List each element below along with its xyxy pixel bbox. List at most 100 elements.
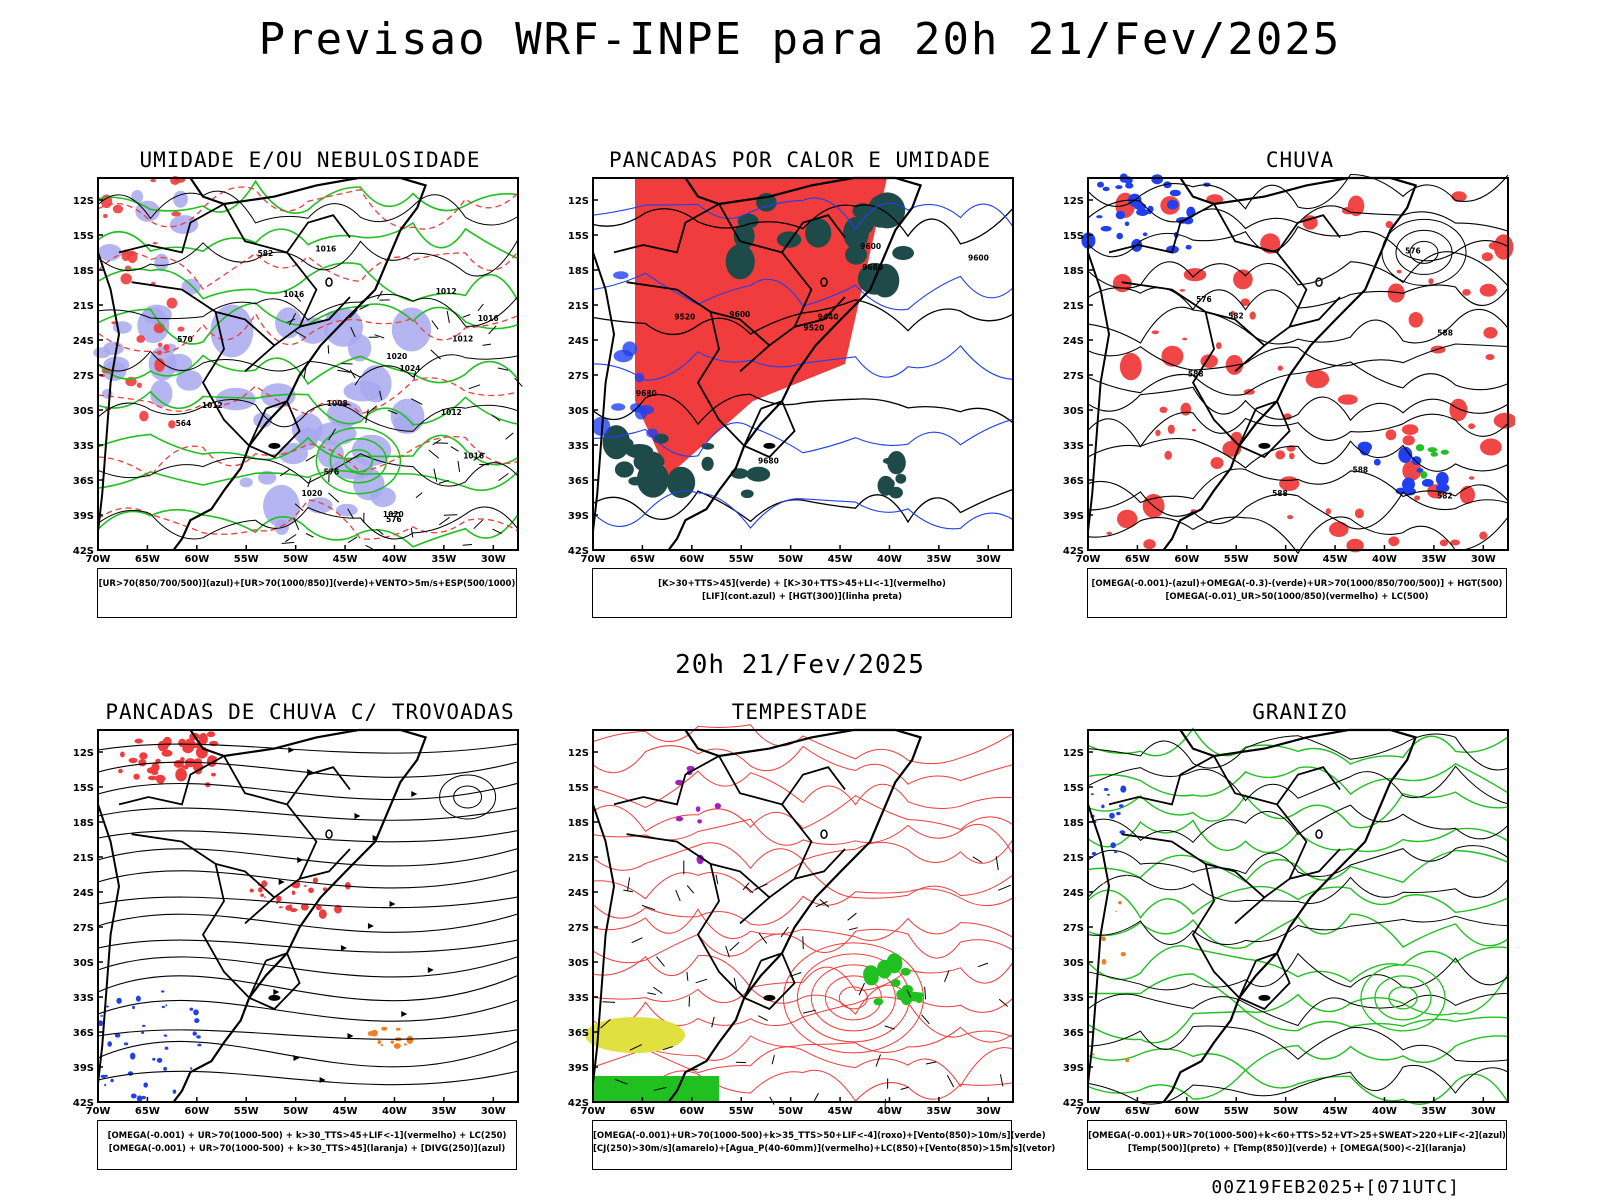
stable-moist-area: [733, 222, 755, 250]
wind-vector: [848, 927, 858, 931]
omega500-area: [1118, 901, 1122, 905]
stable-moist-area: [895, 473, 907, 484]
thunder-area: [304, 884, 307, 887]
lon-label: 65W: [630, 554, 655, 565]
divergence-area: [156, 1057, 163, 1063]
legend-trovoadas: [OMEGA(-0.001) + UR>70(1000-500) + k>30_…: [97, 1120, 517, 1170]
omega-area: [1151, 174, 1164, 185]
contour-label: 582: [1437, 491, 1453, 500]
stream-arrow: [411, 791, 418, 797]
legend-line: [OMEGA(-0.001)+UR>70(1000-500)+k>35_TTS>…: [593, 1131, 1046, 1141]
hail-area: [1091, 851, 1097, 856]
lon-label: 50W: [778, 554, 803, 565]
humidity-700-area: [97, 244, 122, 261]
coastline: [1162, 728, 1418, 1103]
stable-moist-area: [892, 246, 914, 260]
lat-label: 30S: [1063, 406, 1084, 417]
pw-contour: [592, 984, 1014, 1015]
wind-vector: [733, 977, 738, 989]
legend-granizo: [OMEGA(-0.001)+UR>70(1000-500)+k<60+TTS>…: [1087, 1120, 1507, 1170]
humidity-700-area: [154, 253, 169, 271]
stable-moist-area: [845, 244, 868, 265]
humidity-700-area: [239, 477, 253, 488]
rain-area: [1233, 269, 1253, 290]
lif-area: [611, 403, 626, 411]
omega500-area: [1115, 910, 1118, 912]
legend-line: [OMEGA(-0.01)_UR>50(1000/850)(vermelho) …: [1165, 592, 1429, 602]
divergence-area: [136, 1095, 143, 1102]
lat-label: 24S: [1063, 888, 1084, 899]
wind-vector: [365, 409, 369, 424]
reservoir-shape: [1315, 277, 1323, 287]
divergence-area: [163, 1034, 167, 1036]
humidity-700-area: [150, 380, 173, 408]
omega-area: [1102, 186, 1110, 192]
lon-label: 55W: [729, 554, 754, 565]
map-umidade: 1016 1012 1012 1012 1016 1020 1016 1012 1008 1020…: [73, 176, 523, 565]
thunder-area: [133, 773, 140, 780]
pw-contour: [592, 794, 1014, 832]
divergence-area: [123, 1042, 129, 1046]
lon-label: 55W: [1224, 1106, 1249, 1117]
lat-label: 33S: [73, 441, 94, 452]
legend-pancadas-calor: [K>30+TTS>45](verde) + [K>30+TTS>45+LI<-…: [592, 568, 1012, 618]
contour-label: 9680: [862, 263, 883, 272]
thunder-area: [162, 736, 172, 747]
humidity-700-area: [176, 370, 203, 391]
lagoon-shape: [1258, 994, 1271, 1001]
divergence-area: [163, 1066, 167, 1071]
temp850-contour: [1087, 791, 1509, 829]
thunder-area: [334, 904, 342, 914]
temp850-contour: [1087, 973, 1509, 1016]
lat-label: 15S: [73, 231, 94, 242]
country-border: [1289, 296, 1341, 328]
pressure-contour: [97, 190, 519, 226]
strong-wind-area: [863, 965, 879, 984]
contour-label: 1024: [400, 364, 421, 373]
lon-label: 35W: [1421, 554, 1446, 565]
country-border: [118, 755, 225, 806]
wind-vector: [977, 962, 989, 968]
lon-label: 45W: [1323, 1106, 1348, 1117]
strong-wind-area: [891, 979, 901, 987]
wind-vector: [802, 936, 804, 950]
lat-label: 15S: [568, 783, 589, 794]
wind-vector: [875, 1054, 881, 1067]
lat-label: 39S: [73, 511, 94, 522]
lat-label: 39S: [1063, 1063, 1084, 1074]
wind-vector: [295, 330, 306, 338]
thunder-area: [260, 893, 264, 897]
country-border: [696, 311, 745, 447]
contour-label: 576: [1196, 295, 1212, 304]
stream-arrow: [340, 945, 347, 951]
rain-area: [1117, 509, 1138, 529]
lon-label: 35W: [431, 1106, 456, 1117]
stable-moist-area: [746, 466, 771, 482]
lat-label: 27S: [1063, 923, 1084, 934]
wind-vector: [614, 1078, 628, 1085]
omega-area: [1142, 232, 1148, 237]
thunder-area: [134, 738, 143, 744]
thickness-contour: [97, 377, 519, 416]
hail-area: [1116, 811, 1121, 816]
contour-label: 576: [1405, 247, 1421, 256]
rain-area: [1119, 352, 1142, 381]
lon-label: 65W: [630, 1106, 655, 1117]
wind-vector: [410, 527, 414, 538]
wind-vector: [995, 856, 999, 871]
country-border: [299, 848, 351, 880]
lon-label: 35W: [926, 554, 951, 565]
lat-label: 42S: [73, 1098, 94, 1109]
lif-contour: [592, 490, 1014, 530]
rain-area: [1151, 330, 1159, 335]
lat-label: 33S: [1063, 993, 1084, 1004]
wind-vector: [457, 460, 461, 473]
lat-label: 27S: [73, 371, 94, 382]
wind-vector: [999, 1074, 1004, 1087]
wind-vector: [433, 468, 438, 482]
pw-contour: [592, 908, 1014, 941]
hail-area: [1118, 804, 1124, 808]
divergence-area: [107, 1041, 112, 1047]
panel-title-pancadas-calor: PANCADAS POR CALOR E UMIDADE: [608, 148, 991, 172]
lat-label: 24S: [1063, 336, 1084, 347]
